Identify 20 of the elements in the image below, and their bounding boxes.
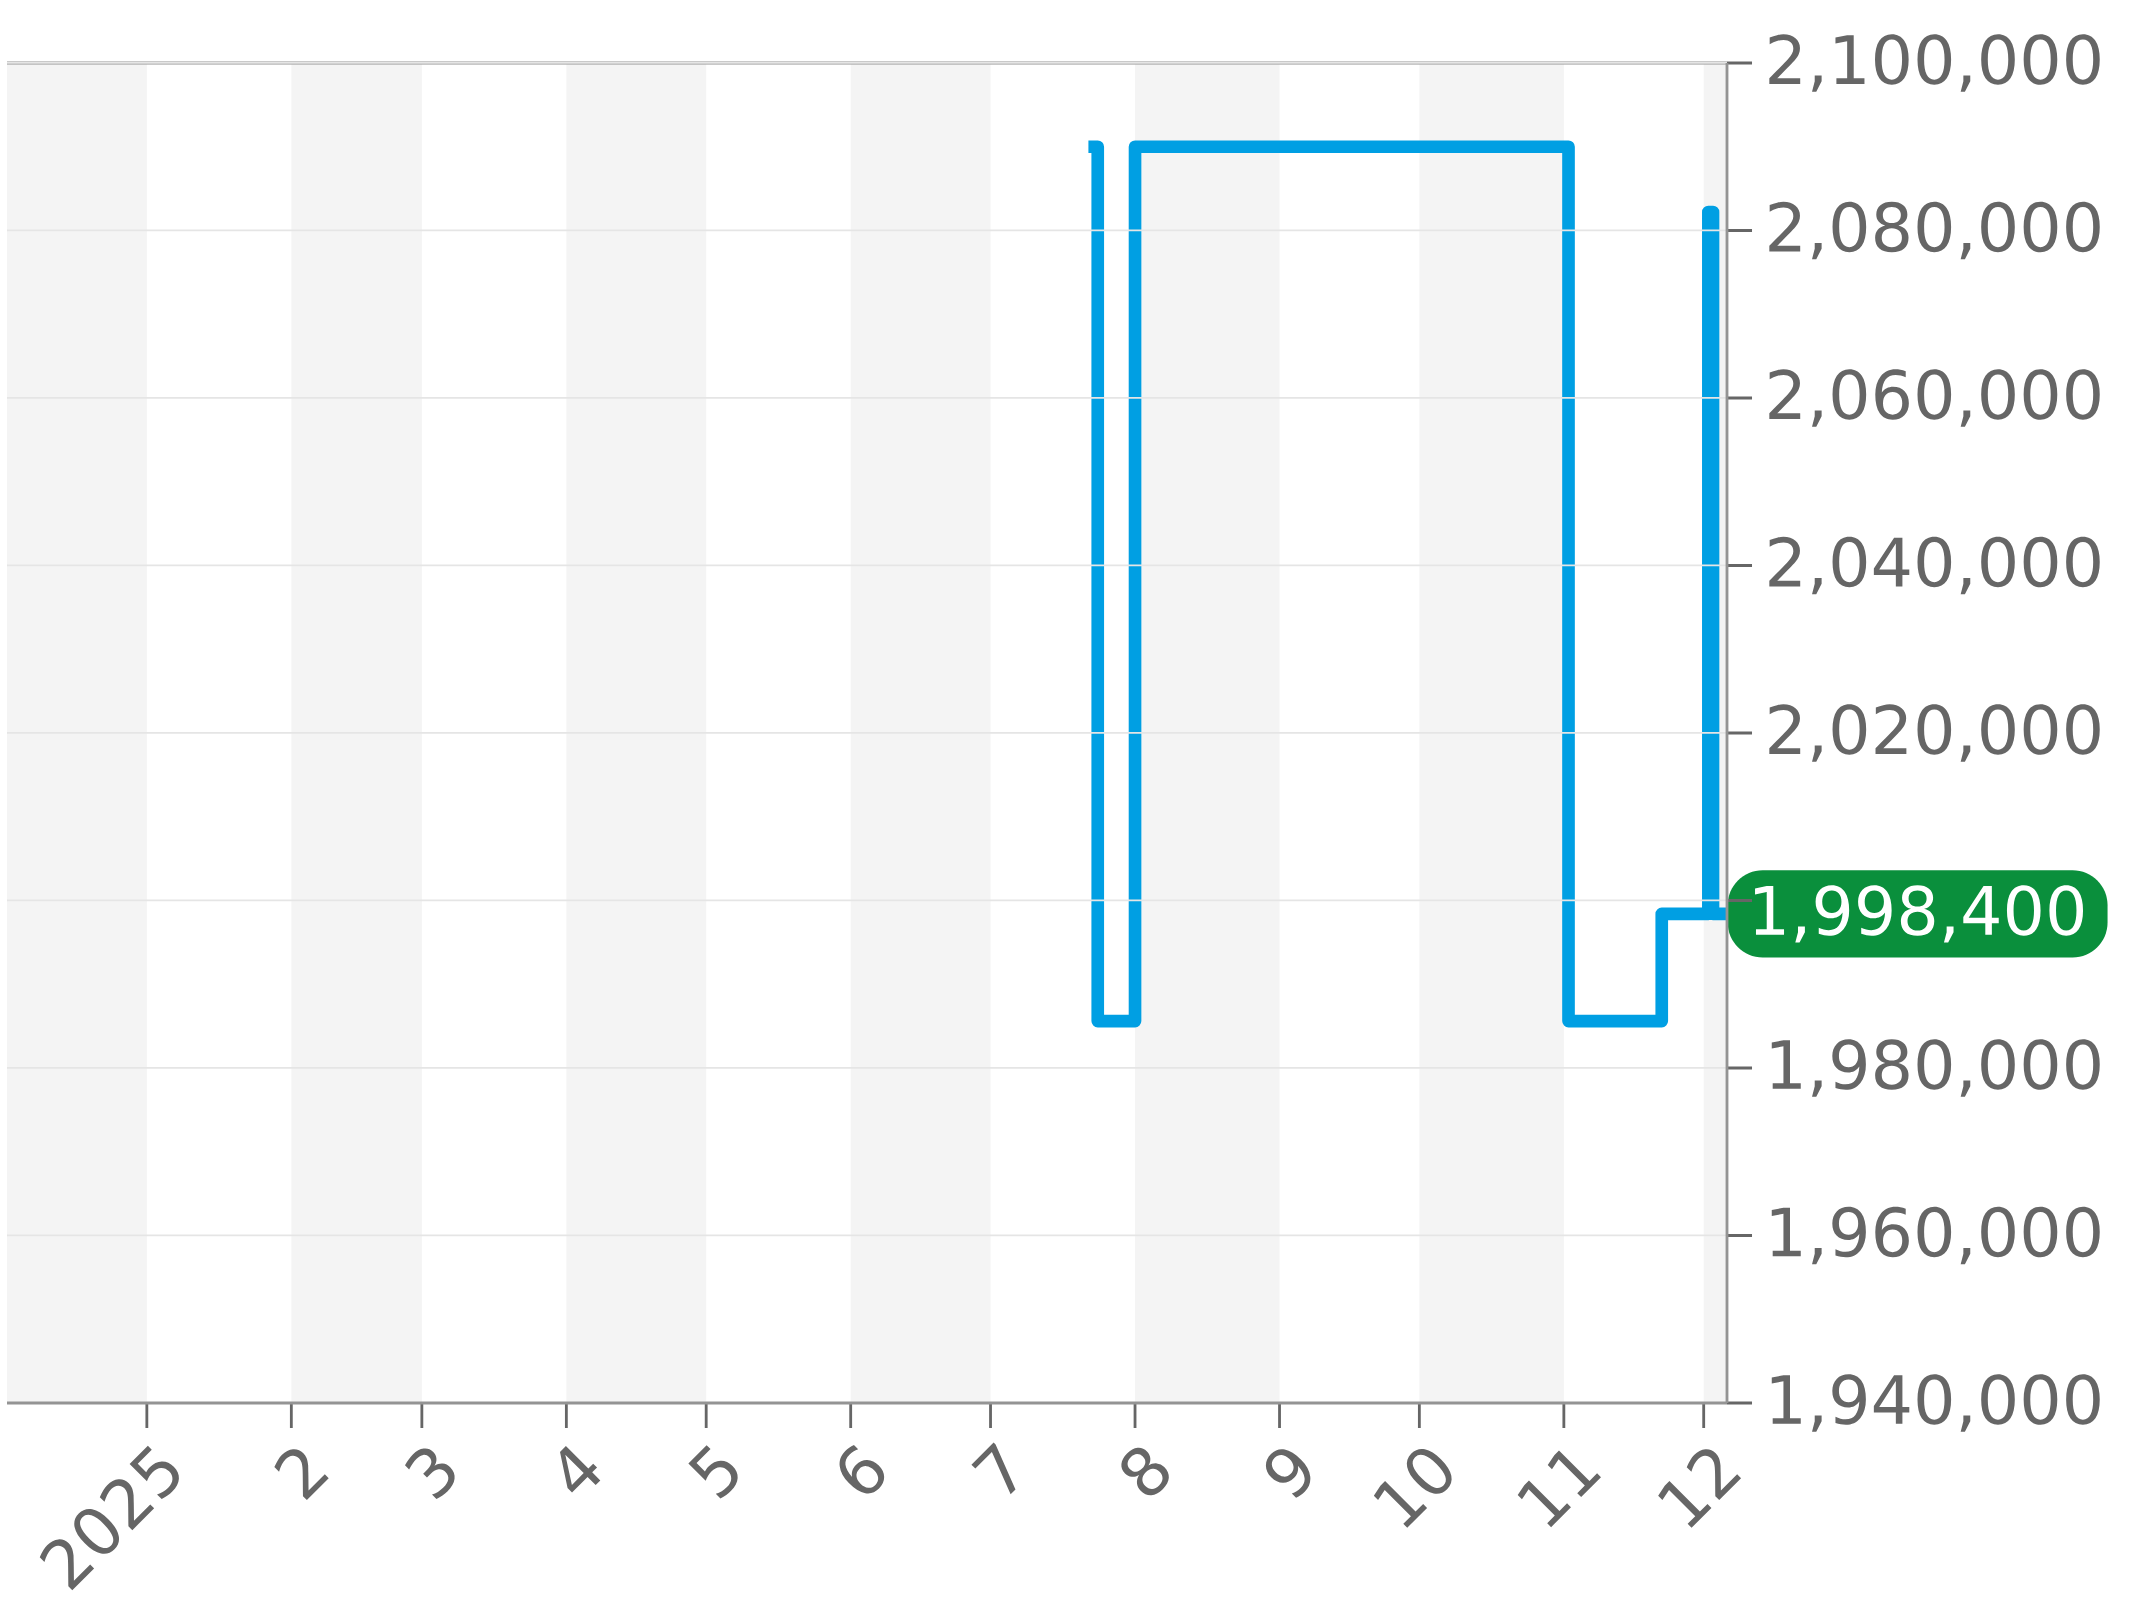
x-tick-label: 10: [1373, 1448, 1452, 1528]
x-tick-label: 4: [560, 1446, 601, 1493]
y-tick-label: 2,080,000: [1769, 201, 2100, 260]
x-tick-label: 8: [1121, 1447, 1169, 1496]
x-tick-label: 5: [688, 1445, 738, 1499]
y-tick-label: 1,980,000: [1771, 1039, 2100, 1097]
x-tick-label: 9: [1265, 1449, 1311, 1498]
x-tick-label: 12: [1658, 1449, 1742, 1528]
y-tick-label: 2,100,000: [1769, 34, 2100, 92]
x-tick-label: 3: [405, 1448, 455, 1499]
x-tick-label: 7: [971, 1442, 1016, 1495]
x-tick-label: 11: [1517, 1450, 1601, 1528]
y-tick-label: 2,060,000: [1769, 369, 2100, 427]
y-tick-label: 2,020,000: [1769, 704, 2100, 762]
y-tick-label: 2,040,000: [1769, 536, 2100, 595]
x-tick-label: 2: [274, 1449, 329, 1501]
x-tick-label: 6: [839, 1445, 885, 1494]
y-tick-label: 1,940,000: [1771, 1374, 2100, 1432]
annotation: 1,998,400: [1755, 885, 2084, 943]
y-tick-label: 1,960,000: [1771, 1206, 2100, 1265]
